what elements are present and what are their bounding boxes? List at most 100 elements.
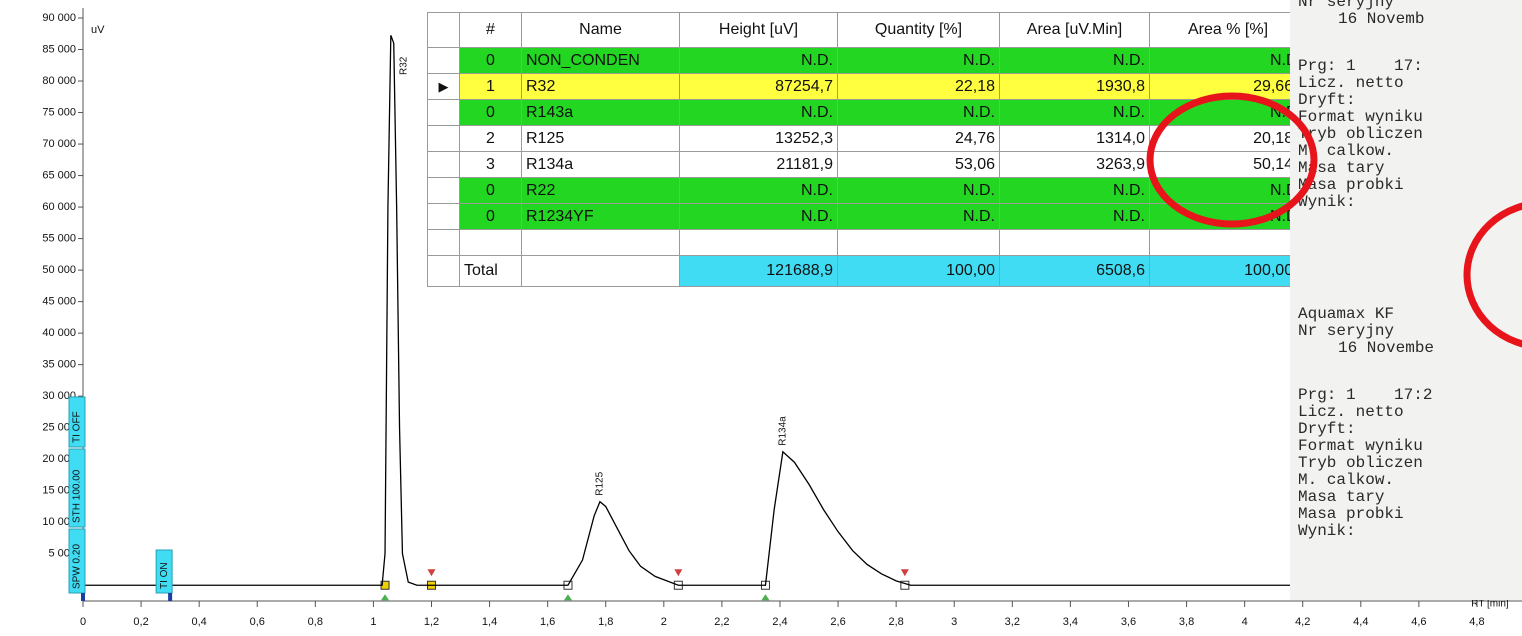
row-indicator: [428, 48, 460, 74]
table-cell: N.D.: [680, 48, 838, 74]
y-tick-label: 90 000: [42, 12, 76, 24]
printout-block: Aquamax KFNr seryjny16 Novembe Prg: 1 17:…: [1298, 306, 1434, 570]
x-tick-label: 1: [370, 616, 376, 628]
printout-group: Aquamax KFNr seryjny16 Novembe: [1298, 306, 1434, 357]
event-label: TI OFF: [72, 411, 83, 443]
y-tick-label: 50 000: [42, 264, 76, 276]
printout-line: Masa tary: [1298, 160, 1424, 177]
peak-label: R125: [595, 471, 606, 495]
integration-arrow: [427, 569, 435, 576]
printout-line: M. calkow.: [1298, 143, 1424, 160]
column-header: Area [uV.Min]: [1000, 13, 1150, 48]
table-cell: N.D.: [1000, 48, 1150, 74]
printout-line: 16 Novemb: [1298, 11, 1424, 28]
x-tick-label: 2: [661, 616, 667, 628]
event-label: SPW 0.20: [72, 544, 83, 589]
x-tick-label: 3,8: [1179, 616, 1194, 628]
y-tick-label: 55 000: [42, 233, 76, 245]
x-tick-label: 1,6: [540, 616, 555, 628]
y-tick-label: 65 000: [42, 169, 76, 181]
table-cell: 1930,8: [1000, 74, 1150, 100]
integration-arrow: [564, 594, 572, 600]
row-indicator: [428, 126, 460, 152]
table-cell: N.D.: [838, 178, 1000, 204]
printout-line: Tryb obliczen: [1298, 126, 1424, 143]
table-cell: 1314,0: [1000, 126, 1150, 152]
event-label: STH 100.00: [72, 469, 83, 523]
table-cell: 24,76: [838, 126, 1000, 152]
x-tick-label: 3,6: [1121, 616, 1136, 628]
integration-arrow: [901, 569, 909, 576]
blank-row: [428, 230, 1307, 256]
printout-line: Masa probki: [1298, 506, 1434, 523]
table-cell: R22: [522, 178, 680, 204]
x-tick-label: 4,8: [1469, 616, 1484, 628]
table-cell: 2: [460, 126, 522, 152]
y-tick-label: 80 000: [42, 75, 76, 87]
total-cell: 100,00: [838, 256, 1000, 287]
y-axis-unit: uV: [91, 24, 105, 36]
x-tick-label: 1,4: [482, 616, 497, 628]
table-cell: 0: [460, 204, 522, 230]
results-table: #NameHeight [uV]Quantity [%]Area [uV.Min…: [427, 12, 1307, 287]
table-cell: 29,665: [1150, 74, 1307, 100]
table-cell: N.D.: [838, 48, 1000, 74]
printout-line: Masa probki: [1298, 177, 1424, 194]
printout-line: M. calkow.: [1298, 472, 1434, 489]
printout-line: Dryft:: [1298, 421, 1434, 438]
total-cell: 6508,6: [1000, 256, 1150, 287]
row-indicator: [428, 152, 460, 178]
table-cell: 53,06: [838, 152, 1000, 178]
printout-line: Licz. netto: [1298, 75, 1424, 92]
row-indicator: [428, 100, 460, 126]
table-cell: N.D.: [1150, 178, 1307, 204]
row-indicator: ▶: [428, 74, 460, 100]
table-cell: N.D.: [680, 204, 838, 230]
x-tick-label: 0,6: [250, 616, 265, 628]
table-row: 0NON_CONDENN.D.N.D.N.D.N.D.: [428, 48, 1307, 74]
total-cell: 100,000: [1150, 256, 1307, 287]
integration-arrow: [761, 594, 769, 600]
event-marker: [81, 593, 85, 601]
table-cell: R125: [522, 126, 680, 152]
printout-line: Tryb obliczen: [1298, 455, 1434, 472]
printout-line: Wynik:: [1298, 194, 1424, 211]
x-tick-label: 0,2: [133, 616, 148, 628]
x-tick-label: 3,2: [1005, 616, 1020, 628]
table-cell: N.D.: [1150, 48, 1307, 74]
printout-photo: Nr seryjny16 NovembPrg: 1 17:Licz. netto…: [1290, 0, 1522, 600]
column-header: Name: [522, 13, 680, 48]
table-cell: N.D.: [1000, 100, 1150, 126]
x-tick-label: 0,4: [192, 616, 207, 628]
row-indicator: [428, 178, 460, 204]
table-cell: N.D.: [1150, 204, 1307, 230]
printout-line: Prg: 1 17:2: [1298, 387, 1434, 404]
total-cell: 121688,9: [680, 256, 838, 287]
printout-line: Nr seryjny: [1298, 323, 1434, 340]
x-tick-label: 4,6: [1411, 616, 1426, 628]
page: uVRT [min]05 00010 00015 00020 00025 000…: [0, 0, 1522, 636]
x-tick-label: 2,8: [888, 616, 903, 628]
printout-line: Dryft:: [1298, 92, 1424, 109]
y-tick-label: 70 000: [42, 138, 76, 150]
table-cell: N.D.: [680, 100, 838, 126]
x-tick-label: 0: [80, 616, 86, 628]
total-label: Total: [460, 256, 522, 287]
printout-line: Masa tary: [1298, 489, 1434, 506]
table-cell: 50,146: [1150, 152, 1307, 178]
table-cell: N.D.: [838, 100, 1000, 126]
y-tick-label: 60 000: [42, 201, 76, 213]
table-cell: R134a: [522, 152, 680, 178]
printout-line: Format wyniku: [1298, 109, 1424, 126]
table-cell: 20,188: [1150, 126, 1307, 152]
table-cell: 0: [460, 178, 522, 204]
x-tick-label: 1,2: [424, 616, 439, 628]
event-marker: [168, 593, 172, 601]
